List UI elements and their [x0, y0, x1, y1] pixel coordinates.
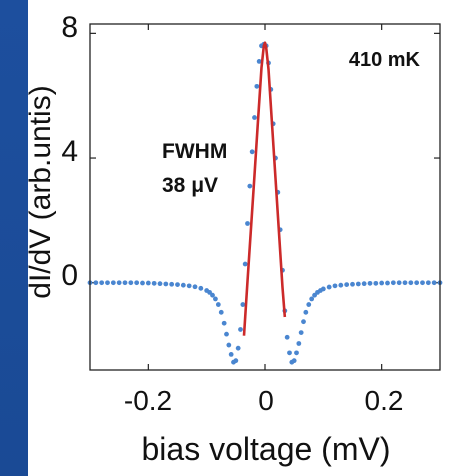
- data-point: [431, 280, 437, 286]
- data-point: [252, 115, 257, 120]
- data-point: [245, 221, 250, 226]
- data-point: [122, 280, 128, 286]
- fwhm-value: 38 μV: [162, 174, 218, 197]
- data-point: [303, 309, 309, 315]
- data-point: [238, 327, 243, 332]
- data-point: [134, 280, 140, 286]
- data-point: [145, 280, 151, 286]
- data-point: [192, 284, 198, 290]
- ytick-label-8: 8: [61, 11, 78, 44]
- data-point: [240, 302, 246, 307]
- data-point: [350, 281, 355, 287]
- data-point: [420, 280, 425, 286]
- data-point: [224, 331, 229, 337]
- data-point: [355, 281, 361, 287]
- fit-line: [242, 41, 287, 336]
- x-axis-label: bias voltage (mV): [142, 431, 391, 467]
- data-point: [379, 280, 385, 286]
- data-point: [163, 281, 169, 287]
- data-point: [254, 83, 260, 89]
- data-point: [157, 281, 163, 287]
- data-point: [210, 292, 215, 298]
- data-point: [242, 261, 248, 267]
- data-point: [373, 280, 379, 286]
- data-point: [425, 280, 431, 286]
- data-point: [105, 280, 110, 286]
- data-point: [140, 280, 145, 286]
- data-point: [233, 358, 239, 364]
- data-point: [326, 284, 332, 290]
- data-point: [301, 319, 306, 325]
- data-point: [99, 280, 105, 286]
- ytick-label-4: 4: [61, 135, 78, 168]
- data-point: [235, 345, 241, 351]
- data-point: [110, 280, 116, 286]
- data-point: [390, 280, 396, 286]
- ytick-label-0: 0: [61, 259, 78, 292]
- data-point: [213, 296, 218, 302]
- data-point: [396, 280, 402, 286]
- data-point: [116, 280, 122, 286]
- data-point: [309, 296, 315, 302]
- data-point: [291, 358, 297, 364]
- data-point: [287, 350, 292, 356]
- data-point: [218, 309, 224, 315]
- xtick-label-0.2: 0.2: [365, 385, 404, 416]
- xtick-label-neg0.2: -0.2: [124, 385, 172, 416]
- plot-marks: [87, 24, 443, 370]
- data-point: [226, 342, 232, 348]
- data-point: [128, 280, 134, 286]
- data-point: [249, 149, 255, 155]
- plot-frame: [89, 23, 441, 371]
- data-point: [294, 350, 299, 356]
- figure-background: [28, 0, 452, 476]
- data-point: [256, 59, 262, 64]
- data-point: [215, 302, 221, 307]
- data-point: [221, 320, 227, 326]
- data-point: [361, 281, 367, 287]
- data-point: [247, 183, 253, 189]
- data-point: [385, 280, 390, 286]
- data-point: [332, 283, 338, 289]
- data-point: [320, 286, 326, 292]
- fwhm-label: FWHM: [162, 140, 227, 163]
- y-axis-label: dI/dV (arb.untis): [24, 85, 57, 298]
- xtick-label-0: 0: [258, 385, 274, 416]
- data-point: [367, 280, 373, 286]
- data-point: [414, 280, 420, 286]
- data-point: [198, 285, 204, 291]
- data-point: [186, 283, 192, 289]
- data-point: [93, 280, 99, 286]
- data-point: [284, 334, 290, 340]
- data-point: [402, 280, 408, 286]
- data-point: [408, 280, 414, 286]
- data-point: [298, 330, 304, 335]
- temperature-annotation: 410 mK: [349, 49, 421, 71]
- data-point: [175, 282, 180, 287]
- data-point: [151, 280, 157, 286]
- data-point: [180, 282, 186, 288]
- data-point: [306, 302, 312, 307]
- data-point: [228, 352, 234, 357]
- data-point: [296, 341, 302, 346]
- data-point: [338, 282, 344, 288]
- data-point: [344, 282, 350, 287]
- data-point: [169, 281, 175, 287]
